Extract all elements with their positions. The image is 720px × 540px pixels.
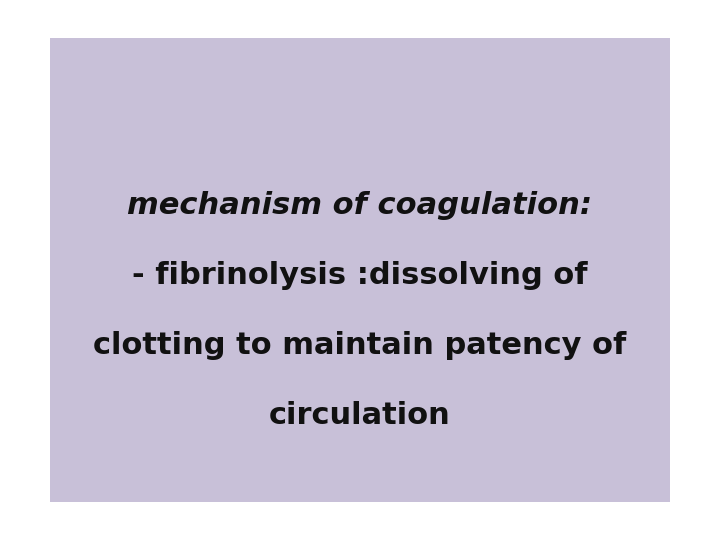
Text: clotting to maintain patency of: clotting to maintain patency of [94, 331, 626, 360]
Text: circulation: circulation [269, 401, 451, 430]
FancyBboxPatch shape [50, 38, 670, 502]
Text: - fibrinolysis :dissolving of: - fibrinolysis :dissolving of [132, 261, 588, 290]
Text: mechanism of coagulation:: mechanism of coagulation: [127, 191, 593, 220]
